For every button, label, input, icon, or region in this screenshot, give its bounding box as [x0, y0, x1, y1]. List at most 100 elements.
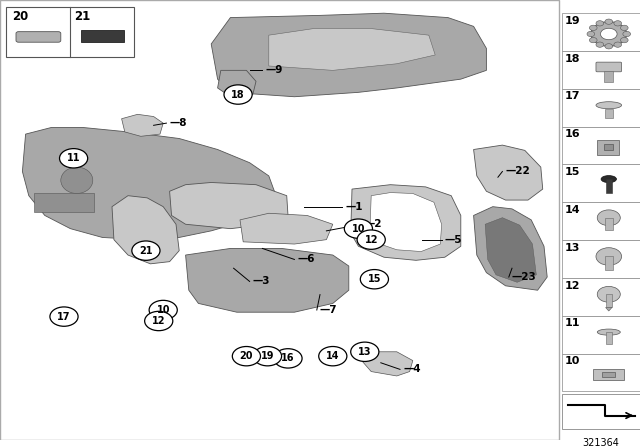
FancyBboxPatch shape: [562, 353, 640, 392]
Polygon shape: [351, 185, 461, 260]
Circle shape: [596, 248, 621, 265]
Text: 13: 13: [564, 243, 580, 253]
Polygon shape: [112, 196, 179, 264]
FancyBboxPatch shape: [605, 109, 612, 118]
Text: 15: 15: [564, 167, 580, 177]
Polygon shape: [474, 145, 543, 200]
FancyBboxPatch shape: [562, 164, 640, 202]
Ellipse shape: [597, 329, 620, 335]
FancyBboxPatch shape: [562, 393, 640, 429]
Circle shape: [253, 346, 282, 366]
Text: 14: 14: [564, 205, 580, 215]
Circle shape: [351, 342, 379, 362]
FancyBboxPatch shape: [562, 13, 640, 51]
Text: 19: 19: [260, 351, 275, 361]
Circle shape: [344, 219, 372, 238]
Polygon shape: [605, 307, 612, 311]
Text: 13: 13: [358, 347, 372, 357]
Circle shape: [589, 25, 597, 30]
Circle shape: [600, 28, 617, 40]
Ellipse shape: [61, 167, 93, 194]
Text: —3: —3: [253, 276, 270, 286]
Circle shape: [614, 42, 621, 47]
Circle shape: [605, 43, 612, 49]
FancyBboxPatch shape: [34, 193, 94, 212]
Text: 14: 14: [326, 351, 340, 361]
Polygon shape: [22, 128, 275, 240]
FancyBboxPatch shape: [596, 62, 621, 72]
FancyBboxPatch shape: [604, 71, 613, 82]
Text: 20: 20: [239, 351, 253, 361]
FancyBboxPatch shape: [605, 218, 612, 230]
Circle shape: [149, 300, 177, 320]
Circle shape: [620, 25, 628, 30]
Ellipse shape: [601, 176, 616, 183]
Text: 16: 16: [281, 353, 295, 363]
Text: 20: 20: [12, 10, 28, 23]
FancyBboxPatch shape: [605, 294, 612, 307]
Text: —1: —1: [346, 202, 363, 211]
Circle shape: [623, 31, 630, 37]
Text: 17: 17: [57, 312, 71, 322]
FancyBboxPatch shape: [562, 89, 640, 127]
Text: 12: 12: [364, 235, 378, 245]
FancyBboxPatch shape: [16, 32, 61, 42]
Circle shape: [50, 307, 78, 326]
FancyBboxPatch shape: [562, 278, 640, 316]
Circle shape: [597, 210, 620, 226]
Circle shape: [591, 22, 627, 46]
Text: —8: —8: [170, 118, 187, 128]
Polygon shape: [211, 13, 486, 97]
FancyBboxPatch shape: [605, 332, 612, 345]
Circle shape: [614, 21, 621, 26]
Polygon shape: [370, 193, 442, 251]
FancyBboxPatch shape: [593, 369, 624, 380]
Circle shape: [132, 241, 160, 260]
Text: 21: 21: [139, 246, 153, 256]
FancyBboxPatch shape: [602, 372, 615, 377]
FancyBboxPatch shape: [81, 30, 124, 42]
Text: 11: 11: [564, 319, 580, 328]
Circle shape: [589, 38, 597, 43]
Text: 321364: 321364: [582, 438, 620, 448]
Polygon shape: [362, 352, 413, 376]
Polygon shape: [485, 218, 536, 282]
Polygon shape: [170, 182, 288, 228]
Polygon shape: [218, 70, 256, 97]
Polygon shape: [474, 207, 547, 290]
FancyBboxPatch shape: [562, 127, 640, 164]
Text: —9: —9: [266, 65, 283, 75]
FancyBboxPatch shape: [605, 179, 612, 193]
Text: —6: —6: [298, 254, 315, 264]
Circle shape: [596, 42, 604, 47]
Circle shape: [605, 19, 612, 24]
Polygon shape: [240, 213, 333, 244]
Text: —4: —4: [403, 364, 421, 375]
Text: 12: 12: [564, 280, 580, 291]
Ellipse shape: [596, 102, 621, 109]
Circle shape: [60, 149, 88, 168]
Text: 11: 11: [67, 153, 81, 164]
FancyBboxPatch shape: [562, 51, 640, 89]
FancyBboxPatch shape: [605, 257, 612, 270]
Text: 18: 18: [231, 90, 245, 99]
Circle shape: [360, 270, 388, 289]
Text: —7: —7: [320, 305, 338, 315]
Text: —23: —23: [512, 272, 537, 282]
Text: —2: —2: [365, 219, 382, 229]
Text: —5: —5: [445, 235, 462, 245]
Circle shape: [319, 346, 347, 366]
Circle shape: [232, 346, 260, 366]
Circle shape: [620, 38, 628, 43]
Text: 10: 10: [156, 305, 170, 315]
Text: 10: 10: [351, 224, 365, 234]
Text: 19: 19: [564, 16, 580, 26]
Circle shape: [597, 286, 620, 302]
Circle shape: [587, 31, 595, 37]
Text: 10: 10: [564, 356, 580, 366]
Circle shape: [224, 85, 252, 104]
FancyBboxPatch shape: [604, 144, 612, 150]
Polygon shape: [269, 29, 435, 70]
FancyBboxPatch shape: [562, 202, 640, 240]
Text: 16: 16: [564, 129, 580, 139]
